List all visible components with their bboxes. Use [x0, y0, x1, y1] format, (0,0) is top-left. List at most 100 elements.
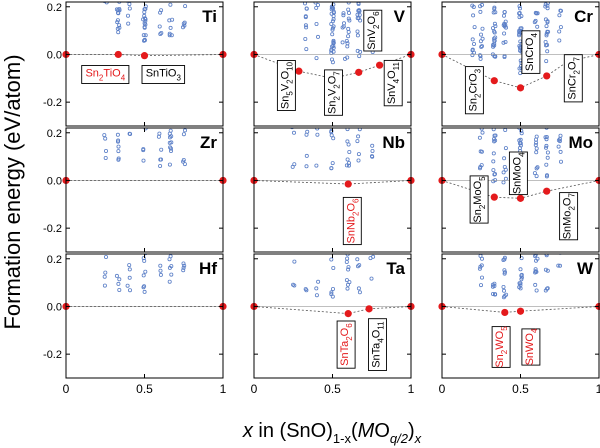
unstable-point — [303, 23, 308, 28]
unstable-point — [518, 6, 523, 11]
unstable-point — [144, 0, 147, 1]
unstable-point — [356, 134, 361, 139]
label-part: 2 — [371, 24, 380, 29]
label-box — [521, 328, 541, 366]
unstable-point — [157, 131, 162, 136]
x-tick-label: 0 — [439, 382, 446, 396]
unstable-point — [157, 24, 162, 29]
unstable-point — [558, 263, 563, 268]
unstable-point — [104, 241, 107, 244]
label-part: 2 — [99, 73, 104, 82]
unstable-point — [115, 132, 120, 137]
unstable-point — [116, 281, 121, 286]
unstable-point — [479, 149, 484, 154]
panel-title-v: V — [394, 7, 406, 26]
unstable-point — [502, 31, 507, 36]
unstable-point — [558, 133, 563, 138]
unstable-point — [533, 18, 538, 23]
svg-text:Sn2CrO3: Sn2CrO3 — [467, 68, 482, 111]
unstable-point — [142, 13, 147, 18]
compound-label: SnV4O11 — [383, 59, 403, 107]
unstable-point — [559, 245, 562, 248]
unstable-point — [304, 6, 309, 11]
unstable-point — [115, 26, 120, 31]
unstable-point — [158, 10, 163, 15]
unstable-point — [556, 138, 561, 143]
label-part: SnWO — [524, 333, 536, 366]
unstable-point — [330, 26, 335, 31]
unstable-point — [329, 290, 334, 295]
unstable-point — [158, 163, 163, 168]
hull-point — [114, 50, 122, 59]
unstable-point — [346, 34, 351, 39]
unstable-point — [535, 256, 540, 261]
unstable-point — [330, 32, 335, 37]
unstable-point — [142, 242, 145, 245]
compound-label: SnCr2O7 — [563, 54, 583, 103]
y-tick-label: -0.2 — [43, 97, 62, 109]
label-part: TiO — [103, 67, 121, 79]
x-tick-labels: 0 0.5 1 0 0.5 1 0 0.5 1 — [63, 382, 600, 396]
unstable-point — [305, 129, 310, 134]
unstable-point — [104, 148, 109, 153]
svg-text:SnTa2O6: SnTa2O6 — [339, 323, 354, 366]
unstable-point — [341, 13, 346, 18]
unstable-point — [369, 276, 374, 281]
unstable-point — [304, 164, 309, 169]
unstable-point — [181, 265, 186, 270]
label-part: 4 — [530, 33, 539, 38]
compound-label: SnWO4 — [521, 328, 541, 366]
unstable-point — [181, 132, 186, 137]
unstable-point — [479, 163, 484, 168]
unstable-point — [316, 279, 321, 284]
unstable-point — [545, 235, 548, 238]
unstable-point — [544, 134, 549, 139]
label-part: SnTa — [370, 342, 382, 368]
svg-text:Sn2TiO4: Sn2TiO4 — [85, 67, 125, 82]
unstable-point — [559, 0, 562, 2]
label-part: O — [566, 61, 578, 70]
unstable-point — [126, 21, 131, 26]
hull-point — [365, 305, 373, 313]
unstable-point — [494, 231, 497, 234]
unstable-point — [518, 244, 521, 247]
unstable-point — [170, 17, 175, 22]
unstable-point — [102, 283, 107, 288]
compound-label: SnMoO4 — [508, 151, 528, 196]
unstable-point — [355, 264, 360, 269]
unstable-point — [304, 229, 307, 232]
unstable-point — [168, 238, 171, 241]
svg-text:SnCrO4: SnCrO4 — [524, 33, 539, 72]
unstable-point — [492, 236, 495, 239]
unstable-point — [329, 11, 334, 16]
unstable-point — [142, 21, 147, 26]
unstable-point — [357, 109, 360, 112]
compound-label: Sn2TiO4 — [81, 65, 130, 84]
unstable-point — [104, 111, 107, 114]
unstable-point — [181, 21, 186, 26]
unstable-point — [158, 263, 163, 268]
x-tick-label: 0 — [63, 382, 70, 396]
unstable-point — [501, 284, 506, 289]
unstable-point — [290, 128, 294, 130]
unstable-point — [558, 118, 561, 121]
label-part: 4 — [376, 338, 385, 343]
unstable-point — [357, 128, 362, 132]
unstable-point — [544, 237, 547, 240]
unstable-point — [182, 128, 187, 133]
unstable-point — [182, 162, 187, 167]
unstable-point — [368, 256, 373, 261]
unstable-point — [158, 268, 163, 273]
label-part: SnNb — [345, 216, 357, 244]
unstable-point — [490, 26, 495, 31]
panel-title-zr: Zr — [200, 133, 217, 152]
unstable-point — [127, 288, 132, 293]
unstable-point — [558, 25, 563, 30]
svg-text:Sn2V2O7: Sn2V2O7 — [326, 71, 341, 114]
hull-point — [295, 67, 303, 75]
label-part: SnMoO — [511, 156, 523, 194]
unstable-point — [518, 119, 521, 122]
unstable-point — [126, 13, 131, 18]
